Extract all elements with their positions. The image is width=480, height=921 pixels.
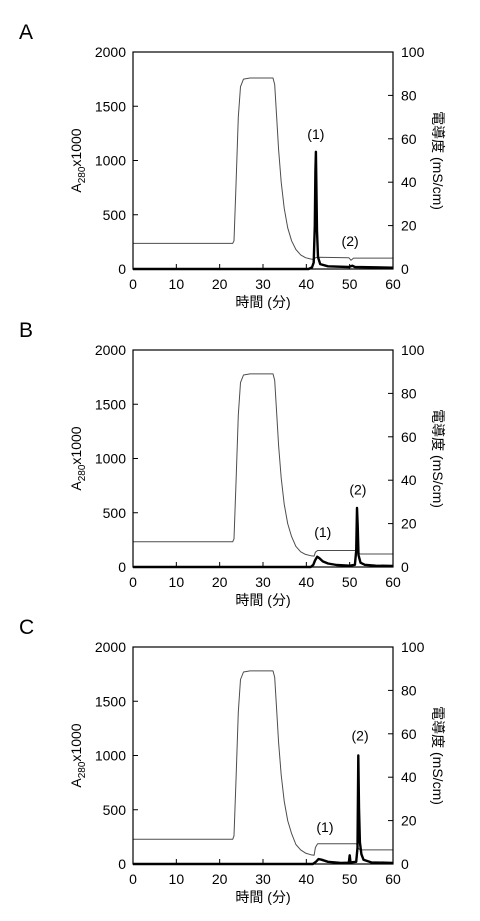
panel-label: C [19,616,34,639]
y-tick-label: 2000 [95,342,126,358]
x-tick-label: 20 [212,574,228,590]
x-tick-label: 40 [299,574,315,590]
y2-tick-label: 0 [401,559,409,575]
y-tick-label: 0 [118,856,126,872]
x-tick-label: 50 [342,276,358,292]
peak-annotation: (2) [342,233,359,249]
y-axis-title-subscript: 280 [77,464,88,481]
panel-label: A [19,21,33,44]
plot-frame [133,647,393,864]
y-tick-label: 1000 [95,748,126,764]
x-tick-label: 40 [299,276,315,292]
x-tick-label: 0 [129,276,137,292]
plot-frame [133,350,393,567]
series-2-line [133,508,393,567]
x-tick-label: 0 [129,871,137,887]
x-tick-label: 10 [169,276,185,292]
series-1-line [133,671,393,855]
y2-tick-label: 40 [401,769,417,785]
x-tick-label: 30 [255,276,271,292]
x-tick-label: 10 [169,574,185,590]
x-tick-label: 40 [299,871,315,887]
series-2-line [133,152,393,269]
x-tick-label: 20 [212,871,228,887]
y-tick-label: 2000 [95,639,126,655]
y2-axis-title: 電導度 (mS/cm) [430,706,446,805]
x-tick-label: 50 [342,871,358,887]
y-axis-title-subscript: 280 [77,166,88,183]
y2-tick-label: 100 [401,44,425,60]
x-tick-label: 50 [342,574,358,590]
y-tick-label: 0 [118,559,126,575]
y-tick-label: 1500 [95,396,126,412]
y-axis-title-suffix: x1000 [68,723,84,761]
peak-annotation: (1) [307,126,324,142]
y2-tick-label: 40 [401,174,417,190]
y2-tick-label: 80 [401,87,417,103]
peak-annotation: (1) [314,524,331,540]
x-tick-label: 60 [385,574,401,590]
y2-axis-title: 電導度 (mS/cm) [430,409,446,508]
x-tick-label: 60 [385,276,401,292]
y-axis-title: A280x1000 [68,426,88,490]
chart-panel-2: B010203040506005001000150020000204060801… [19,319,446,608]
x-axis-title: 時間 (分) [235,889,290,905]
y-tick-label: 500 [103,505,127,521]
y-axis-title: A280x1000 [68,723,88,787]
y2-tick-label: 60 [401,131,417,147]
panel-label: B [19,319,33,342]
y-tick-label: 1500 [95,693,126,709]
y-axis-title: A280x1000 [68,128,88,192]
x-tick-label: 0 [129,574,137,590]
y2-tick-label: 80 [401,682,417,698]
y-tick-label: 1000 [95,153,126,169]
y2-axis-title: 電導度 (mS/cm) [430,111,446,210]
y-tick-label: 0 [118,261,126,277]
y-tick-label: 500 [103,802,127,818]
peak-annotation: (2) [349,482,366,498]
x-tick-label: 30 [255,574,271,590]
y2-tick-label: 80 [401,385,417,401]
x-tick-label: 60 [385,871,401,887]
chart-panel-3: C010203040506005001000150020000204060801… [19,616,446,905]
x-tick-label: 10 [169,871,185,887]
y-tick-label: 1500 [95,98,126,114]
y2-tick-label: 60 [401,429,417,445]
y2-tick-label: 20 [401,516,417,532]
y-axis-title-suffix: x1000 [68,128,84,166]
x-axis-title: 時間 (分) [235,294,290,310]
series-1-line [133,374,393,556]
y2-tick-label: 20 [401,218,417,234]
y-tick-label: 2000 [95,44,126,60]
y2-tick-label: 100 [401,639,425,655]
y-tick-label: 500 [103,207,127,223]
y-axis-title-suffix: x1000 [68,426,84,464]
y2-tick-label: 60 [401,726,417,742]
y-axis-title-subscript: 280 [77,761,88,778]
y2-tick-label: 0 [401,261,409,277]
y2-tick-label: 40 [401,472,417,488]
peak-annotation: (1) [316,819,333,835]
y2-tick-label: 100 [401,342,425,358]
x-tick-label: 30 [255,871,271,887]
series-2-line [133,756,393,865]
y-tick-label: 1000 [95,451,126,467]
y2-tick-label: 0 [401,856,409,872]
peak-annotation: (2) [352,727,369,743]
y2-tick-label: 20 [401,813,417,829]
x-tick-label: 20 [212,276,228,292]
x-axis-title: 時間 (分) [235,592,290,608]
chart-panel-1: A010203040506005001000150020000204060801… [19,21,446,310]
